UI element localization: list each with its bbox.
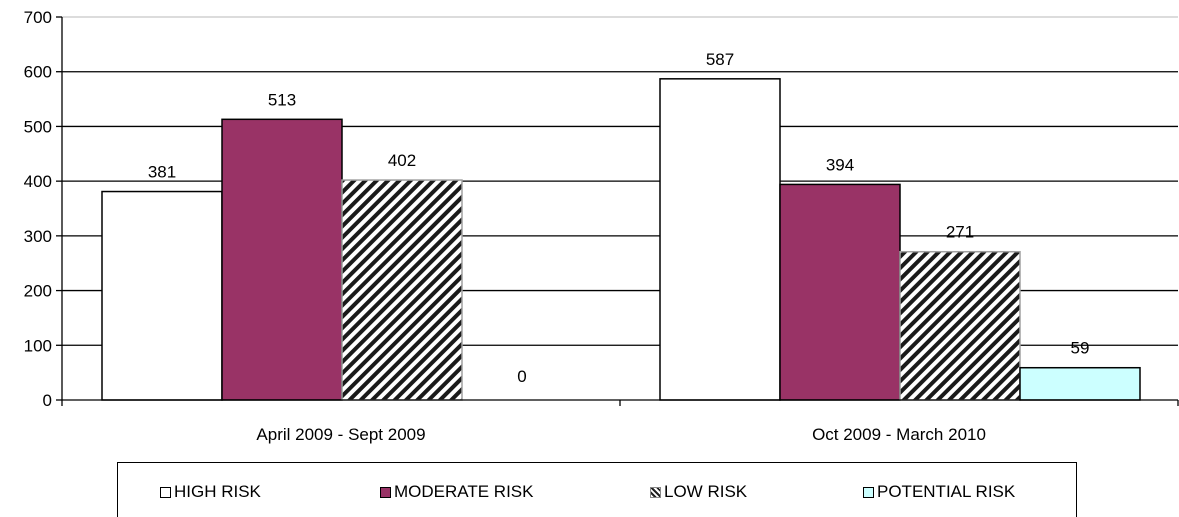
y-tick-label: 0: [43, 391, 52, 410]
legend-item-potential-risk: POTENTIAL RISK: [863, 482, 1015, 502]
legend-label-potential-risk: POTENTIAL RISK: [877, 482, 1016, 501]
data-label: 381: [148, 163, 176, 182]
bar: [779, 183, 901, 401]
data-label: 271: [946, 223, 974, 242]
data-label: 394: [826, 155, 854, 174]
legend-item-low-risk: LOW RISK: [650, 482, 747, 502]
legend-label-moderate-risk: MODERATE RISK: [394, 482, 534, 501]
data-label: 59: [1071, 339, 1090, 358]
y-tick-label: 600: [24, 63, 52, 82]
data-labels: 381 587 513 394 402 271 0 59: [148, 50, 1090, 386]
data-label: 587: [706, 50, 734, 69]
y-tick-label: 500: [24, 117, 52, 136]
y-tick-label: 200: [24, 282, 52, 301]
bar: [659, 78, 781, 401]
x-tick-label: Oct 2009 - March 2010: [812, 425, 986, 444]
legend-label-high-risk: HIGH RISK: [174, 482, 261, 501]
bar: [1019, 366, 1141, 401]
data-label: 0: [517, 367, 526, 386]
data-label: 402: [388, 151, 416, 170]
y-tick-label: 400: [24, 172, 52, 191]
data-label: 513: [268, 90, 296, 109]
x-tick-label: April 2009 - Sept 2009: [256, 425, 425, 444]
bar: [899, 250, 1021, 401]
legend-swatch-low-risk: [650, 486, 661, 498]
bar: [341, 179, 463, 401]
y-tick-label: 100: [24, 336, 52, 355]
bar: [101, 190, 223, 401]
y-tick-label: 300: [24, 227, 52, 246]
legend-swatch-high-risk: [160, 486, 171, 498]
bar: [221, 118, 343, 401]
legend: HIGH RISK MODERATE RISK LOW RISK POTENTI…: [117, 462, 1077, 517]
legend-item-moderate-risk: MODERATE RISK: [380, 482, 533, 502]
legend-swatch-potential-risk: [863, 486, 874, 498]
y-tick-label: 700: [24, 8, 52, 27]
legend-label-low-risk: LOW RISK: [664, 482, 748, 501]
legend-swatch-moderate-risk: [380, 486, 391, 498]
legend-item-high-risk: HIGH RISK: [160, 482, 261, 502]
axes: 0 100 200 300 400 500 600 700 April 2009 - Sept …: [24, 8, 1179, 444]
bars: [101, 78, 1141, 401]
